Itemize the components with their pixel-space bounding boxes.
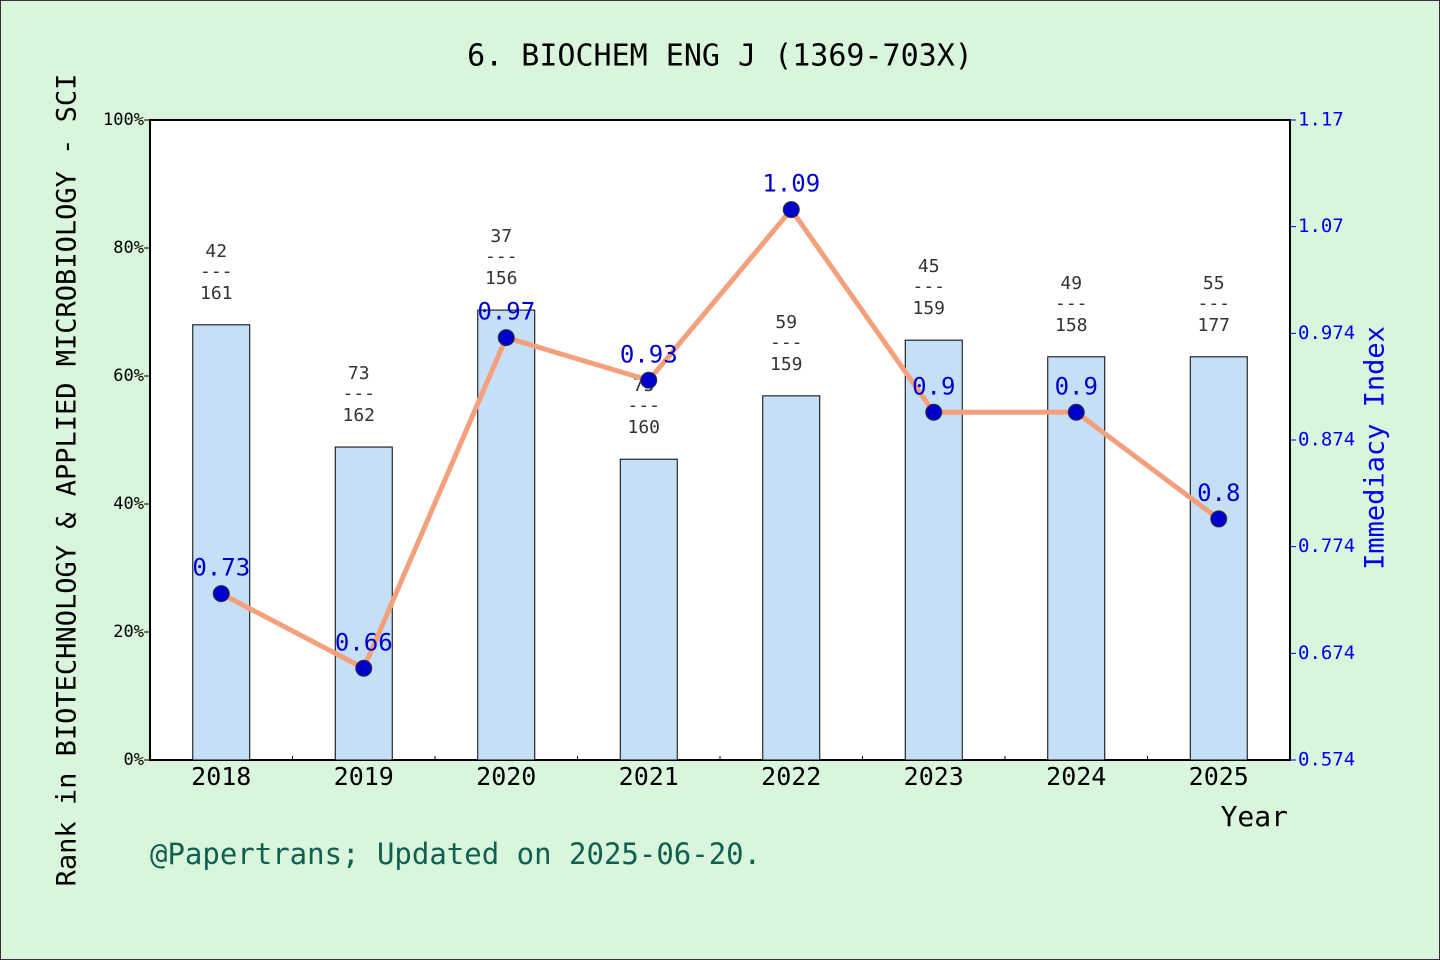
total-label: 159: [912, 298, 945, 319]
chart-title: 6. BIOCHEM ENG J (1369-703X): [467, 39, 973, 74]
point: [355, 659, 373, 677]
rank-separator: ---: [342, 383, 375, 404]
rank-label: 49: [1060, 273, 1082, 294]
rank-label: 55: [1203, 273, 1225, 294]
rank-separator: ---: [200, 261, 233, 282]
rank-label: 42: [205, 241, 227, 262]
total-label: 159: [770, 354, 803, 375]
rank-label: 59: [775, 312, 797, 333]
x-tick-label: 2023: [904, 762, 964, 791]
x-tick-label: 2020: [476, 762, 536, 791]
point: [497, 329, 515, 347]
total-label: 156: [485, 268, 518, 289]
total-label: 177: [1197, 315, 1230, 336]
y-tick-label: 80%: [113, 238, 144, 258]
y2-tick-label: 1.07: [1298, 215, 1344, 237]
point-label: 0.73: [192, 554, 250, 582]
y-axis-title: Rank in BIOTECHNOLOGY & APPLIED MICROBIO…: [52, 74, 83, 887]
rank-label: 45: [918, 256, 940, 277]
point: [1067, 403, 1085, 421]
point: [640, 371, 658, 389]
point: [1210, 510, 1228, 528]
rank-label: 37: [490, 226, 512, 247]
point: [212, 585, 230, 603]
bar: [477, 309, 536, 761]
x-tick-label: 2025: [1189, 762, 1249, 791]
point-label: 0.9: [912, 372, 955, 400]
footer: @Papertrans; Updated on 2025-06-20.: [150, 837, 761, 871]
total-label: 158: [1055, 315, 1088, 336]
y2-tick-label: 0.574: [1298, 749, 1355, 771]
y-tick-label: 60%: [113, 366, 144, 386]
x-tick-label: 2021: [619, 762, 679, 791]
x-tick-label: 2019: [334, 762, 394, 791]
x-tick-label: 2024: [1046, 762, 1106, 791]
y2-tick-label: 0.674: [1298, 642, 1355, 664]
y2-axis-title: Immediacy Index: [1360, 326, 1391, 570]
x-tick-label: 2018: [191, 762, 251, 791]
y2-tick-label: 0.774: [1298, 535, 1355, 557]
rank-separator: ---: [1055, 293, 1088, 314]
rank-separator: ---: [1197, 293, 1230, 314]
total-label: 161: [200, 283, 233, 304]
rank-separator: ---: [627, 395, 660, 416]
bar: [334, 446, 393, 761]
y2-tick-label: 0.874: [1298, 429, 1355, 451]
point-label: 0.66: [335, 628, 393, 656]
plot-area: [149, 119, 1291, 761]
y-tick-label: 0%: [124, 750, 144, 770]
y-tick-label: 100%: [103, 110, 144, 130]
x-axis-title: Year: [1221, 800, 1288, 833]
x-tick-label: 2022: [761, 762, 821, 791]
rank-separator: ---: [912, 276, 945, 297]
line: [220, 205, 1221, 672]
bar: [192, 324, 251, 761]
total-label: 160: [627, 417, 660, 438]
bar: [762, 395, 821, 761]
y2-tick-label: 0.974: [1298, 322, 1355, 344]
point-label: 1.09: [762, 170, 820, 198]
point: [925, 403, 943, 421]
bar: [619, 458, 678, 761]
point-label: 0.9: [1055, 372, 1098, 400]
point: [782, 201, 800, 219]
rank-label: 73: [348, 363, 370, 384]
rank-separator: ---: [770, 332, 803, 353]
total-label: 162: [342, 405, 375, 426]
bar: [1189, 356, 1248, 761]
y2-tick-label: 1.17: [1298, 109, 1344, 131]
bar: [904, 339, 963, 761]
point-label: 0.93: [620, 340, 678, 368]
point-label: 0.8: [1197, 479, 1240, 507]
y-tick-label: 40%: [113, 494, 144, 514]
rank-separator: ---: [485, 246, 518, 267]
y-tick-label: 20%: [113, 622, 144, 642]
point-label: 0.97: [477, 298, 535, 326]
